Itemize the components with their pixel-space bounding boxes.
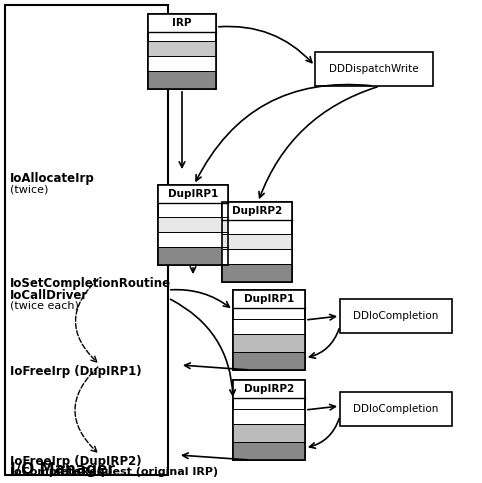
Text: IoFreeIrp (DupIRP2): IoFreeIrp (DupIRP2) bbox=[10, 455, 142, 468]
Bar bbox=[233, 380, 305, 460]
Bar bbox=[222, 264, 292, 282]
Bar bbox=[233, 290, 305, 370]
Bar bbox=[158, 247, 228, 265]
Bar bbox=[233, 442, 305, 460]
Bar bbox=[148, 14, 216, 89]
Bar bbox=[340, 299, 452, 333]
Text: DDIoCompletion: DDIoCompletion bbox=[353, 311, 439, 321]
Text: IoSetCompletionRoutine: IoSetCompletionRoutine bbox=[10, 277, 171, 290]
Bar bbox=[158, 232, 228, 247]
Bar bbox=[222, 202, 292, 282]
Bar bbox=[222, 234, 292, 249]
Text: IoCompleteRequest (original IRP): IoCompleteRequest (original IRP) bbox=[10, 467, 218, 477]
Bar bbox=[233, 352, 305, 370]
Bar bbox=[315, 52, 433, 86]
Bar bbox=[233, 380, 305, 398]
Bar bbox=[233, 424, 305, 442]
Text: DupIRP2: DupIRP2 bbox=[232, 206, 282, 216]
Bar bbox=[148, 41, 216, 56]
Bar bbox=[158, 217, 228, 232]
Text: IoAllocateIrp: IoAllocateIrp bbox=[10, 172, 95, 185]
Text: (twice each): (twice each) bbox=[10, 301, 79, 311]
Text: IRP: IRP bbox=[172, 18, 192, 28]
Text: (twice): (twice) bbox=[10, 184, 48, 194]
Bar bbox=[340, 392, 452, 426]
Bar bbox=[148, 14, 216, 32]
Text: IoCallDriver: IoCallDriver bbox=[10, 289, 88, 302]
Bar bbox=[148, 71, 216, 89]
Text: DupIRP1: DupIRP1 bbox=[244, 294, 294, 304]
Text: DDDispatchWrite: DDDispatchWrite bbox=[329, 64, 419, 74]
Bar bbox=[158, 185, 228, 203]
Text: I/O Manager: I/O Manager bbox=[10, 462, 115, 477]
Text: DupIRP1: DupIRP1 bbox=[168, 189, 218, 199]
Bar bbox=[158, 185, 228, 265]
Bar bbox=[222, 202, 292, 282]
Text: DupIRP2: DupIRP2 bbox=[244, 384, 294, 394]
Bar bbox=[233, 334, 305, 352]
Bar bbox=[222, 249, 292, 264]
Bar bbox=[222, 202, 292, 220]
Text: IoFreeIrp (DupIRP1): IoFreeIrp (DupIRP1) bbox=[10, 365, 142, 378]
Bar bbox=[233, 380, 305, 460]
Bar bbox=[5, 5, 168, 475]
Bar bbox=[233, 319, 305, 334]
Bar bbox=[158, 185, 228, 265]
Bar bbox=[233, 409, 305, 424]
Bar bbox=[148, 56, 216, 71]
Bar bbox=[233, 290, 305, 308]
Bar bbox=[148, 14, 216, 89]
Text: DDIoCompletion: DDIoCompletion bbox=[353, 404, 439, 414]
Bar bbox=[233, 290, 305, 370]
